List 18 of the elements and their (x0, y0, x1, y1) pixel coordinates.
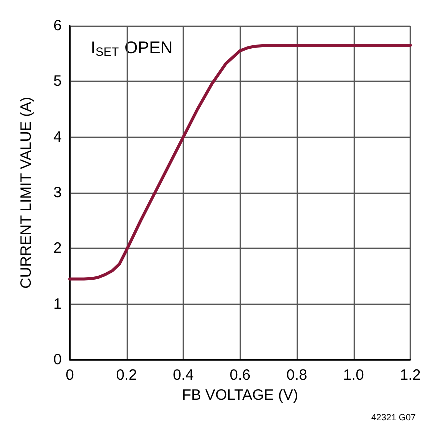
text: 42321 G07 (371, 412, 416, 422)
x-tick-label: 0.6 (230, 367, 251, 384)
y-tick-label: 6 (54, 18, 62, 34)
line-series (68, 44, 412, 281)
x-tick-label: 1.0 (343, 367, 364, 384)
y-tick-label: 0 (54, 352, 62, 368)
y-axis-title: CURRENT LIMIT VALUE (A) (18, 97, 35, 289)
y-tick-label: 3 (54, 184, 62, 202)
x-tick-label: 0.8 (286, 367, 308, 384)
y-tick-label: 1 (54, 296, 62, 313)
y-tick-label: 5 (54, 73, 62, 90)
x-tick-label: 0 (66, 367, 74, 384)
x-tick-label: 0.4 (173, 367, 194, 384)
y-tick-label: 2 (54, 240, 62, 258)
x-axis-title: FB VOLTAGE (V) (182, 387, 298, 404)
x-tick-label: 1.2 (400, 367, 422, 384)
x-tick-label: 0.2 (116, 367, 138, 384)
y-tick-label: 4 (54, 128, 62, 146)
